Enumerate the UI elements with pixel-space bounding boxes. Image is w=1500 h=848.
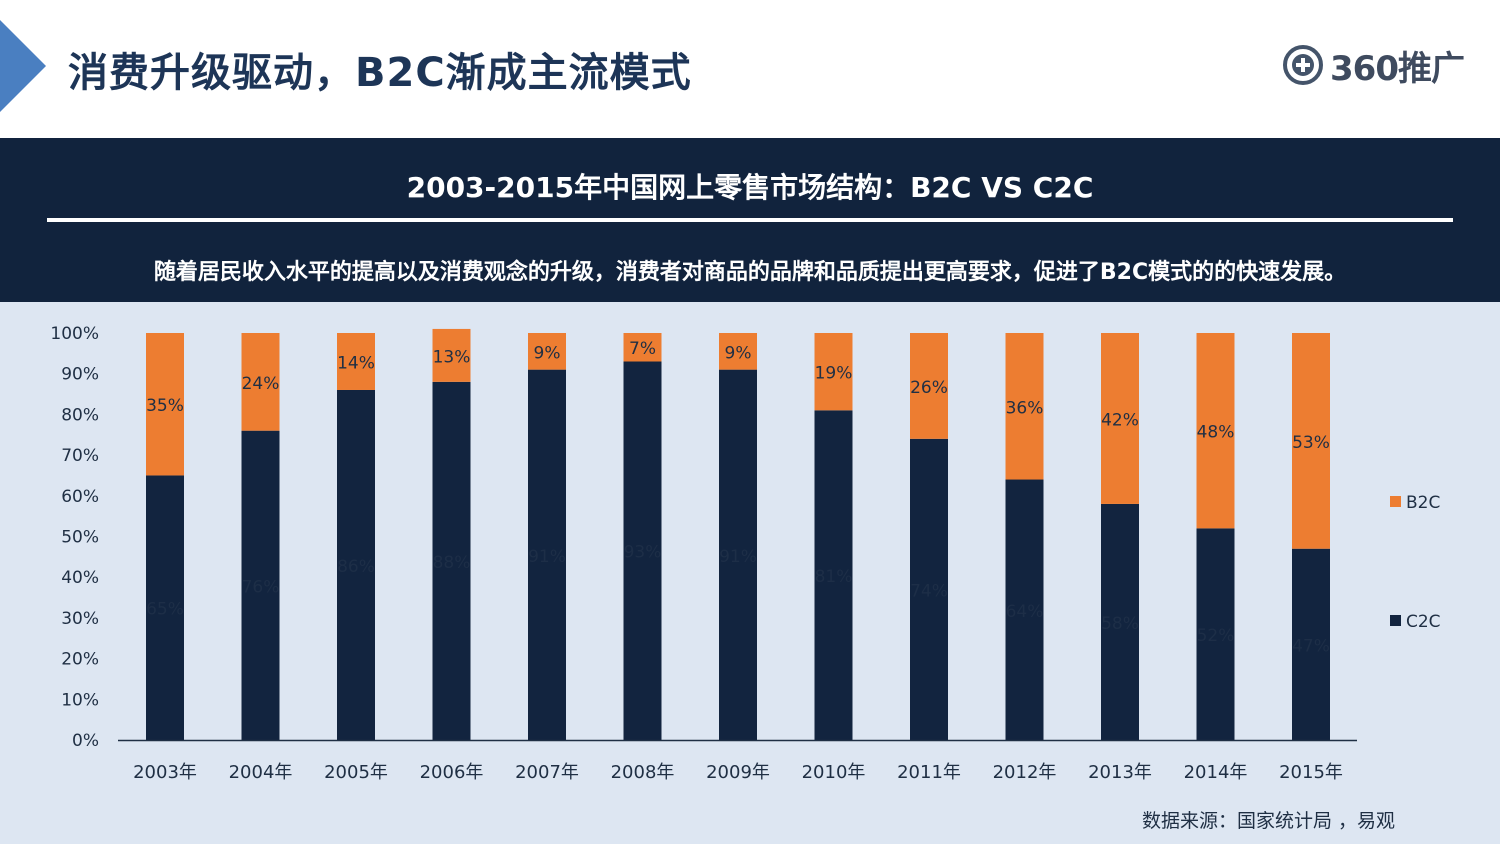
x-tick-label: 2013年 [1088, 762, 1152, 783]
bar-b2c [719, 333, 757, 370]
x-tick-label: 2012年 [993, 762, 1057, 783]
bar-b2c [1196, 333, 1235, 529]
legend-label: C2C [1406, 612, 1441, 632]
data-label-b2c: 9% [534, 343, 561, 363]
bar-b2c [432, 328, 471, 382]
data-label-b2c: 26% [910, 378, 948, 398]
x-tick-label: 2003年 [133, 762, 197, 783]
data-source: 数据来源：国家统计局 ，易观 [1142, 810, 1396, 832]
legend-swatch [1390, 615, 1401, 626]
y-tick-label: 40% [61, 568, 99, 588]
bar-c2c [1292, 548, 1330, 740]
bar-b2c [1005, 333, 1044, 480]
y-tick-label: 60% [61, 487, 99, 507]
data-label-c2c: 93% [624, 543, 662, 563]
bar-c2c [241, 430, 280, 740]
y-tick-label: 90% [61, 365, 99, 385]
bar-b2c [337, 333, 375, 390]
data-label-c2c: 91% [719, 547, 757, 567]
data-label-c2c: 58% [1101, 614, 1139, 634]
bar-b2c [146, 333, 184, 476]
data-label-c2c: 81% [815, 567, 853, 587]
plus-circle-icon [1283, 45, 1323, 85]
data-label-b2c: 36% [1006, 398, 1044, 418]
page-title: 消费升级驱动，B2C渐成主流模式 [68, 50, 692, 96]
x-tick-label: 2011年 [897, 762, 961, 783]
bar-b2c [528, 333, 566, 370]
data-label-b2c: 53% [1292, 433, 1330, 453]
x-tick-label: 2014年 [1184, 762, 1248, 783]
x-tick-label: 2008年 [611, 762, 675, 783]
legend-label: B2C [1406, 493, 1440, 513]
bar-c2c [1101, 503, 1139, 740]
data-label-b2c: 24% [242, 374, 280, 394]
bar-b2c [1292, 333, 1330, 549]
y-tick-label: 70% [61, 446, 99, 466]
data-label-b2c: 42% [1101, 410, 1139, 430]
title-arrow-icon [0, 20, 46, 112]
x-tick-label: 2006年 [420, 762, 484, 783]
bar-b2c [814, 333, 853, 411]
data-label-b2c: 19% [815, 364, 853, 384]
x-tick-label: 2007年 [515, 762, 579, 783]
banner-subtitle: 随着居民收入水平的提高以及消费观念的升级，消费者对商品的品牌和品质提出更高要求，… [153, 260, 1347, 285]
bar-b2c [241, 333, 280, 431]
chart-title: 2003-2015年中国网上零售市场结构：B2C VS C2C [406, 171, 1094, 204]
y-tick-label: 10% [61, 690, 99, 710]
data-label-c2c: 76% [242, 577, 280, 597]
y-tick-label: 0% [72, 731, 99, 751]
y-tick-label: 20% [61, 650, 99, 670]
bar-c2c [910, 438, 948, 740]
y-tick-label: 80% [61, 405, 99, 425]
bar-c2c [814, 410, 853, 740]
header: 消费升级驱动，B2C渐成主流模式 360推广 [0, 0, 1500, 138]
y-tick-label: 30% [61, 609, 99, 629]
bar-b2c [1101, 333, 1139, 504]
bar-c2c [528, 369, 566, 740]
data-label-b2c: 35% [146, 396, 184, 416]
bar-c2c [623, 361, 662, 740]
bar-c2c [432, 381, 471, 740]
x-tick-label: 2010年 [802, 762, 866, 783]
bar-c2c [146, 475, 184, 740]
logo-text: 360推广 [1330, 48, 1465, 89]
banner-divider [47, 218, 1453, 222]
data-label-b2c: 7% [629, 339, 656, 359]
data-label-c2c: 65% [146, 600, 184, 620]
data-label-c2c: 52% [1197, 626, 1235, 646]
data-label-b2c: 9% [725, 343, 752, 363]
y-tick-label: 50% [61, 528, 99, 548]
bar-c2c [719, 369, 757, 740]
data-label-c2c: 86% [337, 557, 375, 577]
logo: 360推广 [1282, 42, 1465, 89]
x-tick-label: 2015年 [1279, 762, 1343, 783]
data-label-c2c: 91% [528, 547, 566, 567]
legend-swatch [1390, 496, 1401, 507]
bar-c2c [337, 389, 375, 740]
data-label-b2c: 14% [337, 353, 375, 373]
data-label-b2c: 48% [1197, 423, 1235, 443]
data-label-c2c: 64% [1006, 602, 1044, 622]
y-tick-label: 100% [50, 324, 99, 344]
data-label-c2c: 74% [910, 581, 948, 601]
bar-b2c [910, 333, 948, 439]
x-tick-label: 2009年 [706, 762, 770, 783]
bar-c2c [1196, 528, 1235, 740]
x-tick-label: 2005年 [324, 762, 388, 783]
data-label-b2c: 13% [433, 347, 471, 367]
x-tick-label: 2004年 [229, 762, 293, 783]
data-label-c2c: 47% [1292, 636, 1330, 656]
bar-c2c [1005, 479, 1044, 740]
bar-b2c [623, 333, 662, 362]
stacked-bar-chart: 0% 10% 20% 30% 40% 50% 60% 70% 80% 90% 100% 35% 65% 2… [50, 324, 1441, 783]
chart-area: 0% 10% 20% 30% 40% 50% 60% 70% 80% 90% 100% 35% 65% 2… [0, 302, 1500, 844]
data-label-c2c: 88% [433, 553, 471, 573]
